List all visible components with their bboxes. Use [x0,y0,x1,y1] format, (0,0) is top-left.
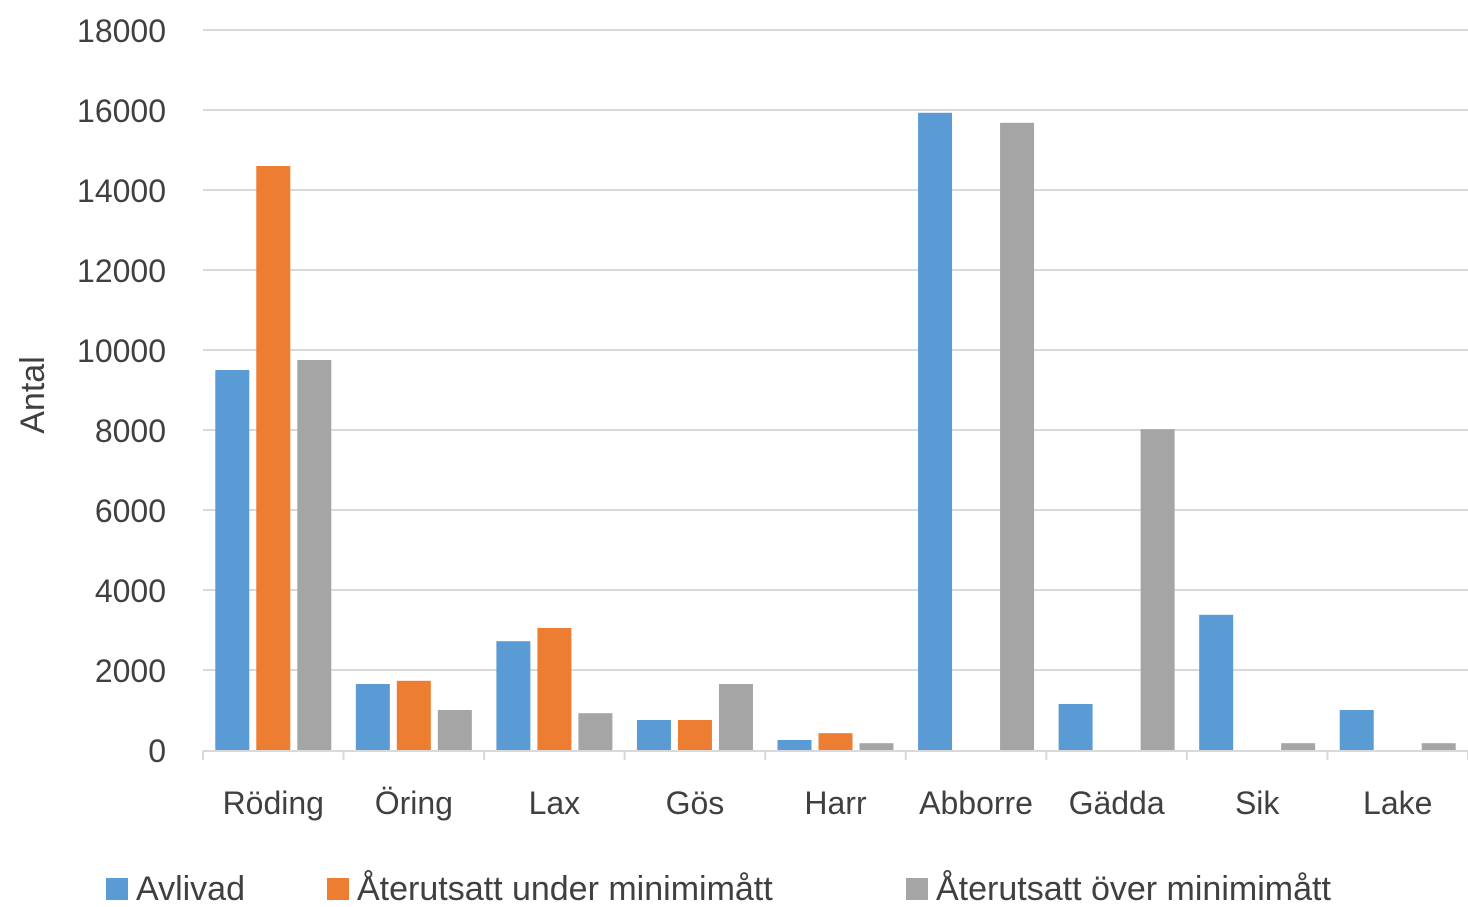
x-category-label-sik: Sik [1235,785,1280,821]
x-axis [202,750,1468,760]
legend: Avlivad Återutsatt under minimimått Återut… [106,870,1331,907]
x-axis-category-labels: Röding Öring Lax Gös Harr Abborre Gädda Sik Lake [223,785,1433,821]
bar-roding-series-3 [297,360,332,750]
bar-lax-series-3 [578,713,613,750]
bar-roding-series-1 [215,370,250,750]
y-tick-label: 10000 [77,333,166,369]
bar-gos-series-1 [636,720,671,750]
y-tick-label: 8000 [95,413,166,449]
bar-roding-series-2 [256,166,291,750]
bar-oring-series-3 [437,710,472,750]
legend-swatch [327,878,349,900]
legend-swatch [906,878,928,900]
legend-item-2: Återutsatt under minimimått [327,870,773,907]
x-category-label-roding: Röding [223,785,324,821]
bar-abborre-series-1 [918,112,953,751]
bar-oring-series-2 [396,680,431,750]
bar-abborre-series-3 [1000,122,1035,751]
y-tick-label: 16000 [77,93,166,129]
x-category-label-lax: Lax [529,785,581,821]
y-tick-label: 14000 [77,173,166,209]
y-tick-label: 4000 [95,573,166,609]
bars [215,112,1456,751]
x-category-label-gos: Gös [666,785,725,821]
y-tick-label: 6000 [95,493,166,529]
bar-lake-series-1 [1339,710,1374,750]
bar-gadda-series-3 [1140,429,1175,750]
x-category-label-harr: Harr [804,785,867,821]
legend-item-1: Avlivad [106,870,245,907]
bar-lake-series-3 [1421,743,1456,750]
legend-item-3: Återutsatt över minimimått [906,870,1331,907]
bar-gos-series-2 [677,720,712,750]
legend-label: Återutsatt över minimimått [936,870,1331,907]
y-tick-label: 18000 [77,13,166,49]
bar-sik-series-1 [1199,614,1234,750]
bar-gos-series-3 [718,684,753,750]
x-category-label-oring: Öring [375,785,453,821]
bar-harr-series-1 [777,740,812,750]
y-axis-title: Antal [14,356,52,434]
x-category-label-lake: Lake [1363,785,1432,821]
legend-label: Återutsatt under minimimått [357,870,773,907]
x-category-label-abborre: Abborre [919,785,1033,821]
bar-harr-series-2 [818,733,853,750]
y-tick-label: 12000 [77,253,166,289]
legend-swatch [106,878,128,900]
bar-lax-series-2 [537,628,572,750]
bar-lax-series-1 [496,641,531,750]
bar-gadda-series-1 [1058,704,1093,750]
bar-sik-series-3 [1281,743,1316,750]
bar-harr-series-3 [859,743,894,750]
gridlines [203,29,1468,671]
legend-label: Avlivad [136,870,245,907]
y-tick-label: 2000 [95,653,166,689]
y-axis-ticks: 0 2000 4000 6000 8000 10000 12000 14000 16000 180… [77,13,166,769]
y-tick-label: 0 [148,733,166,769]
x-category-label-gadda: Gädda [1069,785,1165,821]
bar-oring-series-1 [355,684,390,750]
